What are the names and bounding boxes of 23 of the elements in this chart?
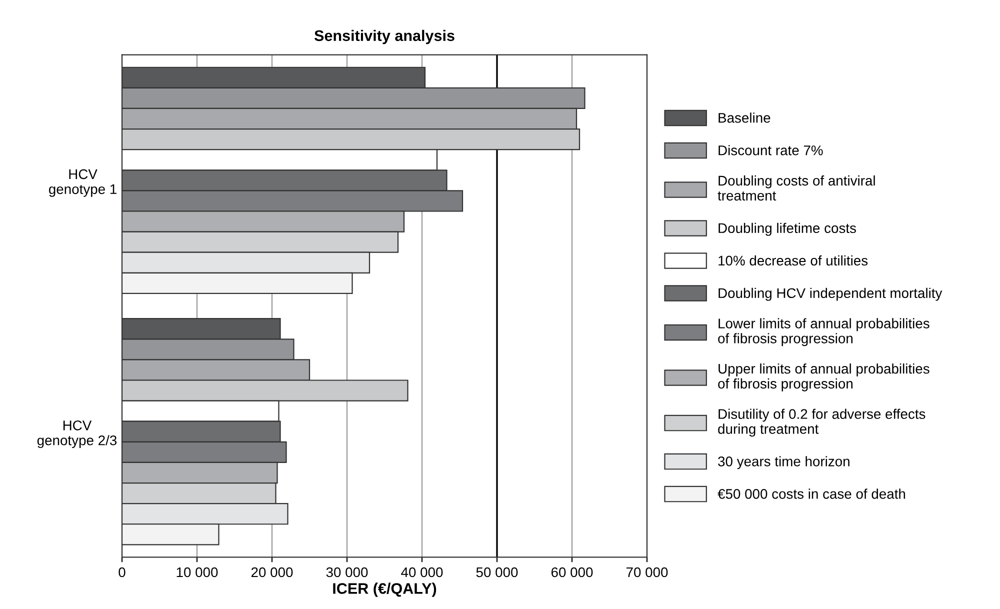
x-tick-label: 60 000 (551, 567, 593, 578)
legend-label: Doubling costs of antiviral treatment (718, 175, 875, 201)
legend-label: Doubling lifetime costs (718, 222, 856, 236)
x-tick-label: 50 000 (476, 567, 518, 578)
x-tick-label: 20 000 (251, 567, 293, 578)
y-tick-label: HCV genotype 2/3 (37, 420, 117, 448)
x-tick-label: 40 000 (401, 567, 443, 578)
legend-label: €50 000 costs in case of death (718, 488, 906, 499)
legend-label: 10% decrease of utilities (718, 255, 868, 266)
legend-label: Lower limits of annual probabilities of fibrosis progression (718, 318, 930, 346)
legend-label: Baseline (718, 112, 770, 123)
x-axis-title: ICER (€/QALY) (333, 582, 436, 597)
x-tick-label: 0 (118, 567, 126, 578)
x-tick-label: 10 000 (176, 567, 218, 578)
x-tick-label: 70 000 (626, 567, 668, 578)
y-tick-label: HCV genotype 1 (48, 169, 116, 197)
legend-label: 30 years time horizon (718, 456, 850, 470)
legend-label: Doubling HCV independent mortality (718, 288, 942, 301)
x-tick-label: 30 000 (326, 567, 368, 578)
legend-label: Discount rate 7% (718, 145, 823, 156)
chart-title: Sensitivity analysis (314, 30, 454, 44)
legend-label: Upper limits of annual probabilities of fibrosis progression (718, 363, 930, 392)
legend-label: Disutility of 0.2 for adverse effects during treatment (718, 408, 926, 437)
